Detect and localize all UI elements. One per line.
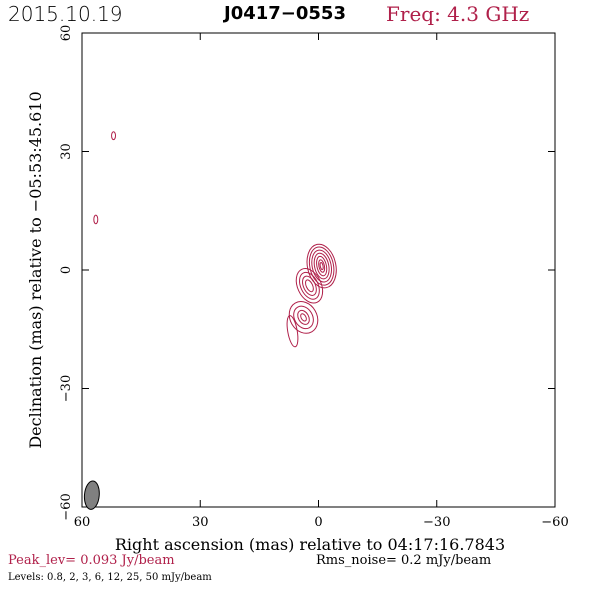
contour-noise-2 bbox=[111, 131, 117, 141]
contour-core bbox=[313, 252, 330, 280]
peak-level: Peak_lev= 0.093 Jy/beam bbox=[8, 553, 175, 568]
contour-core bbox=[319, 262, 324, 271]
y-tick-label: −60 bbox=[59, 493, 74, 520]
contour-jet-knot-2 bbox=[288, 301, 319, 334]
rms-noise: Rms_noise= 0.2 mJy/beam bbox=[316, 553, 492, 568]
contour-jet-knot-2 bbox=[297, 309, 310, 325]
x-tick-label: −30 bbox=[423, 515, 450, 530]
y-axis-label: Declination (mas) relative to −05:53:45.… bbox=[26, 91, 45, 448]
y-tick-label: 0 bbox=[59, 266, 74, 274]
plot-frame bbox=[81, 32, 556, 508]
contour-jet-knot-1 bbox=[305, 279, 314, 293]
contour-jet-knot-2 bbox=[293, 305, 314, 330]
contour-jet-knot-1 bbox=[299, 271, 320, 300]
contour-noise-1 bbox=[93, 214, 99, 225]
x-tick-label: 60 bbox=[74, 515, 91, 530]
contour-jet-knot-1 bbox=[295, 268, 324, 304]
frequency-label: Freq: 4.3 GHz bbox=[386, 2, 530, 26]
x-tick-labels: 60 30 0 −30 −60 bbox=[74, 515, 569, 530]
restoring-beam bbox=[83, 480, 100, 510]
contour-layer bbox=[93, 131, 337, 348]
x-axis-label: Right ascension (mas) relative to 04:17:… bbox=[115, 535, 505, 554]
axis-ticks bbox=[81, 32, 556, 508]
source-name: J0417−0553 bbox=[224, 3, 346, 24]
contour-core bbox=[318, 259, 326, 273]
beam-layer bbox=[83, 480, 100, 510]
contour-core bbox=[316, 255, 328, 277]
x-tick-label: −60 bbox=[541, 515, 568, 530]
contour-core bbox=[311, 249, 333, 283]
x-tick-label: 0 bbox=[314, 515, 322, 530]
contour-jet-tail bbox=[286, 315, 299, 348]
contour-jet-knot-1 bbox=[302, 275, 317, 296]
x-tick-label: 30 bbox=[192, 515, 209, 530]
contour-jet-knot-2 bbox=[300, 313, 307, 322]
observation-date: 2015.10.19 bbox=[8, 2, 123, 26]
y-tick-label: −30 bbox=[59, 375, 74, 402]
contour-levels: Levels: 0.8, 2, 3, 6, 12, 25, 50 mJy/bea… bbox=[8, 572, 212, 583]
y-tick-label: 30 bbox=[59, 143, 74, 160]
y-tick-labels: −60 −30 0 30 60 bbox=[59, 25, 74, 521]
y-tick-label: 60 bbox=[59, 25, 74, 42]
contour-core bbox=[308, 246, 335, 286]
